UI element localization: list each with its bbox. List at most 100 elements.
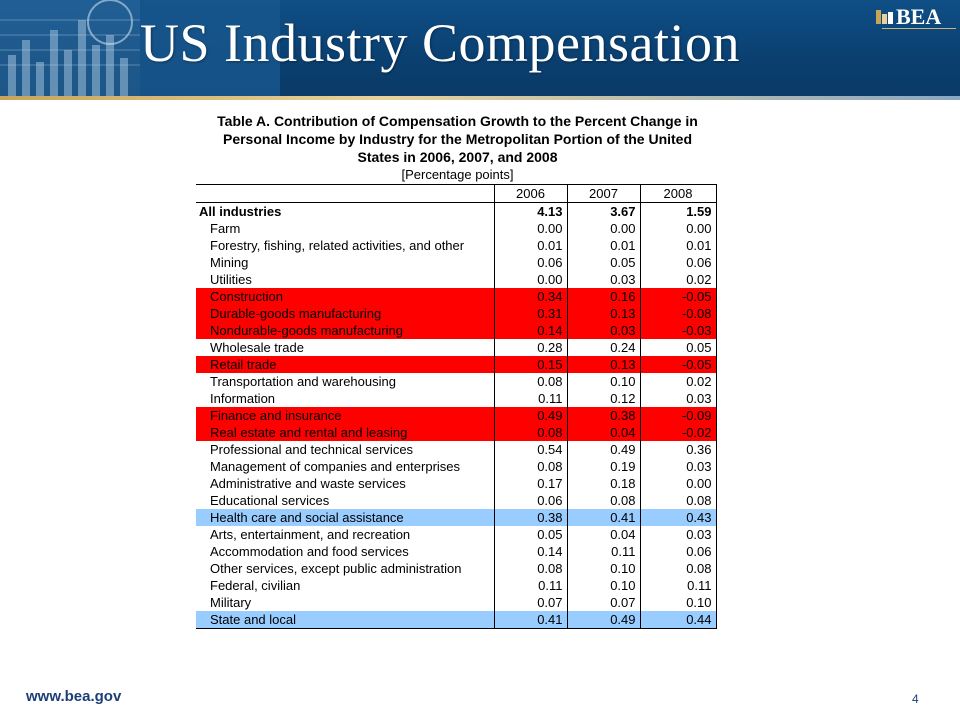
table-row: Retail trade 0.15 0.13 -0.05 [196, 356, 717, 373]
value-cell-2007: 0.05 [566, 254, 640, 271]
value-cell-2006: 0.14 [493, 543, 567, 560]
header-cell-2008: 2008 [639, 184, 717, 203]
table-header-row: 2006 2007 2008 [196, 184, 717, 203]
value-cell-2008: 0.03 [639, 390, 717, 407]
table-row: Accommodation and food services 0.14 0.11 0… [196, 543, 717, 560]
header-cell-2007: 2007 [566, 184, 640, 203]
value-cell-2007: 0.12 [566, 390, 640, 407]
value-cell-2007: 0.11 [566, 543, 640, 560]
header-cell-2006: 2006 [493, 184, 567, 203]
value-cell-2006: 0.11 [493, 577, 567, 594]
industry-label: Finance and insurance [196, 407, 494, 424]
value-cell-2006: 0.34 [493, 288, 567, 305]
industry-label: Transportation and warehousing [210, 374, 396, 389]
value-cell-2006: 0.00 [493, 271, 567, 288]
value-cell-2008: 0.10 [639, 594, 717, 611]
value-cell-2006: 4.13 [493, 202, 567, 220]
industry-label: State and local [196, 611, 494, 629]
value-cell-2007: 0.13 [566, 305, 640, 322]
value-cell-2006: 0.06 [493, 254, 567, 271]
industry-label: Accommodation and food services [210, 544, 409, 559]
table-row: Federal, civilian 0.11 0.10 0.11 [196, 577, 717, 594]
value-cell-2006: 0.05 [493, 526, 567, 543]
table-row: Administrative and waste services 0.17 0.1… [196, 475, 717, 492]
table-row: Construction 0.34 0.16 -0.05 [196, 288, 717, 305]
value-cell-2007: 3.67 [566, 202, 640, 220]
value-cell-2006: 0.06 [493, 492, 567, 509]
value-cell-2008: -0.02 [639, 424, 717, 441]
table-row: Military 0.07 0.07 0.10 [196, 594, 717, 611]
value-cell-2006: 0.28 [493, 339, 567, 356]
value-cell-2008: 0.06 [639, 543, 717, 560]
industry-label: Federal, civilian [210, 578, 301, 593]
slide-title: US Industry Compensation [140, 13, 740, 73]
value-cell-2007: 0.01 [566, 237, 640, 254]
value-cell-2008: -0.09 [639, 407, 717, 424]
table-row: Forestry, fishing, related activities, a… [196, 237, 717, 254]
value-cell-2007: 0.07 [566, 594, 640, 611]
value-cell-2008: -0.08 [639, 305, 717, 322]
value-cell-2006: 0.00 [493, 220, 567, 237]
bea-logo-text: BEA [896, 4, 942, 29]
value-cell-2007: 0.41 [566, 509, 640, 526]
industry-label: Health care and social assistance [196, 509, 494, 526]
industry-label: Educational services [210, 493, 330, 508]
value-cell-2006: 0.01 [493, 237, 567, 254]
bea-logo-mark-icon [876, 10, 893, 24]
value-cell-2008: 0.00 [639, 475, 717, 492]
value-cell-2006: 0.08 [493, 458, 567, 475]
industry-label: Utilities [210, 272, 252, 287]
value-cell-2007: 0.38 [566, 407, 640, 424]
industry-label: Management of companies and enterprises [210, 459, 461, 474]
value-cell-2007: 0.08 [566, 492, 640, 509]
table-row: Wholesale trade 0.28 0.24 0.05 [196, 339, 717, 356]
value-cell-2008: -0.05 [639, 356, 717, 373]
value-cell-2006: 0.08 [493, 560, 567, 577]
table-row: Management of companies and enterprises 0… [196, 458, 717, 475]
industry-label: Administrative and waste services [210, 476, 406, 491]
industry-label: Military [210, 595, 252, 610]
value-cell-2007: 0.49 [566, 611, 640, 629]
table-row: Farm 0.00 0.00 0.00 [196, 220, 717, 237]
industry-label: Farm [210, 221, 241, 236]
value-cell-2007: 0.03 [566, 271, 640, 288]
value-cell-2007: 0.49 [566, 441, 640, 458]
table-row: Utilities 0.00 0.03 0.02 [196, 271, 717, 288]
value-cell-2008: 0.43 [639, 509, 717, 526]
table-row: Real estate and rental and leasing 0.08 0.… [196, 424, 717, 441]
industry-label: Other services, except public administra… [210, 561, 462, 576]
table-row: Arts, entertainment, and recreation 0.05 0… [196, 526, 717, 543]
value-cell-2008: 0.05 [639, 339, 717, 356]
value-cell-2008: 1.59 [639, 202, 717, 220]
table-title-line: States in 2006, 2007, and 2008 [357, 149, 558, 165]
value-cell-2006: 0.49 [493, 407, 567, 424]
table-title-line: Personal Income by Industry for the Metr… [222, 131, 693, 147]
value-cell-2008: 0.02 [639, 373, 717, 390]
value-cell-2007: 0.00 [566, 220, 640, 237]
value-cell-2006: 0.14 [493, 322, 567, 339]
table-units: [Percentage points] [401, 167, 514, 182]
table-row: State and local 0.41 0.49 0.44 [196, 611, 717, 629]
bea-logo-rule [882, 28, 956, 33]
bea-logo: BEA [876, 6, 956, 36]
table-row: Professional and technical services 0.54 0… [196, 441, 717, 458]
value-cell-2008: 0.06 [639, 254, 717, 271]
header-cell-label [196, 184, 494, 203]
value-cell-2008: 0.00 [639, 220, 717, 237]
industry-label: Retail trade [196, 356, 494, 373]
compensation-table: 2006 2007 2008 All industries 4.13 3.67 1.5… [196, 184, 717, 629]
value-cell-2006: 0.17 [493, 475, 567, 492]
value-cell-2008: -0.03 [639, 322, 717, 339]
industry-label: Forestry, fishing, related activities, a… [210, 238, 465, 253]
value-cell-2007: 0.10 [566, 373, 640, 390]
header-banner: US Industry Compensation BEA [0, 0, 960, 100]
value-cell-2008: 0.08 [639, 492, 717, 509]
industry-label: Real estate and rental and leasing [196, 424, 494, 441]
header-collage-graphic [0, 0, 280, 100]
industry-label: All industries [199, 204, 282, 219]
value-cell-2008: 0.01 [639, 237, 717, 254]
table-row: Other services, except public administra… [196, 560, 717, 577]
value-cell-2007: 0.04 [566, 424, 640, 441]
value-cell-2008: 0.03 [639, 458, 717, 475]
value-cell-2007: 0.13 [566, 356, 640, 373]
